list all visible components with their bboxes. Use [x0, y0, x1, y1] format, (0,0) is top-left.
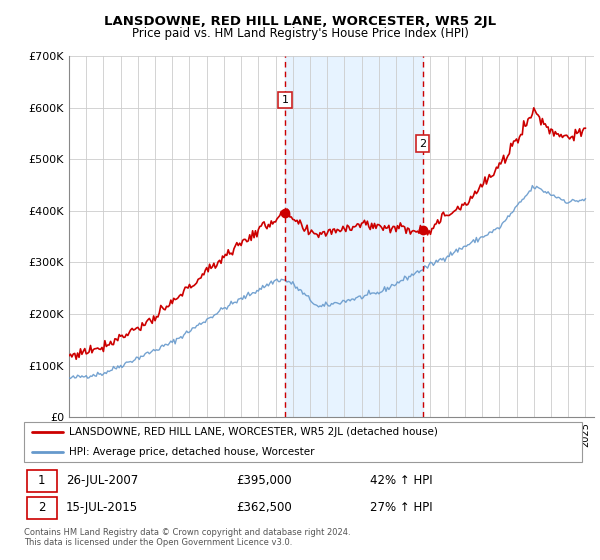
FancyBboxPatch shape — [27, 497, 58, 519]
Text: 1: 1 — [38, 474, 46, 487]
Text: LANSDOWNE, RED HILL LANE, WORCESTER, WR5 2JL: LANSDOWNE, RED HILL LANE, WORCESTER, WR5… — [104, 15, 496, 28]
Text: HPI: Average price, detached house, Worcester: HPI: Average price, detached house, Worc… — [68, 446, 314, 456]
Text: 2: 2 — [38, 501, 46, 514]
Text: 2: 2 — [419, 139, 426, 149]
FancyBboxPatch shape — [24, 422, 582, 462]
Text: £395,000: £395,000 — [236, 474, 292, 487]
Text: Contains HM Land Registry data © Crown copyright and database right 2024.
This d: Contains HM Land Registry data © Crown c… — [24, 528, 350, 547]
Text: LANSDOWNE, RED HILL LANE, WORCESTER, WR5 2JL (detached house): LANSDOWNE, RED HILL LANE, WORCESTER, WR5… — [68, 427, 437, 437]
Text: 1: 1 — [281, 95, 289, 105]
Text: £362,500: £362,500 — [236, 501, 292, 514]
Text: 15-JUL-2015: 15-JUL-2015 — [66, 501, 138, 514]
Text: 27% ↑ HPI: 27% ↑ HPI — [370, 501, 433, 514]
Bar — [285, 56, 422, 417]
FancyBboxPatch shape — [27, 469, 58, 492]
Text: 42% ↑ HPI: 42% ↑ HPI — [370, 474, 433, 487]
Text: Price paid vs. HM Land Registry's House Price Index (HPI): Price paid vs. HM Land Registry's House … — [131, 27, 469, 40]
Text: 26-JUL-2007: 26-JUL-2007 — [66, 474, 138, 487]
